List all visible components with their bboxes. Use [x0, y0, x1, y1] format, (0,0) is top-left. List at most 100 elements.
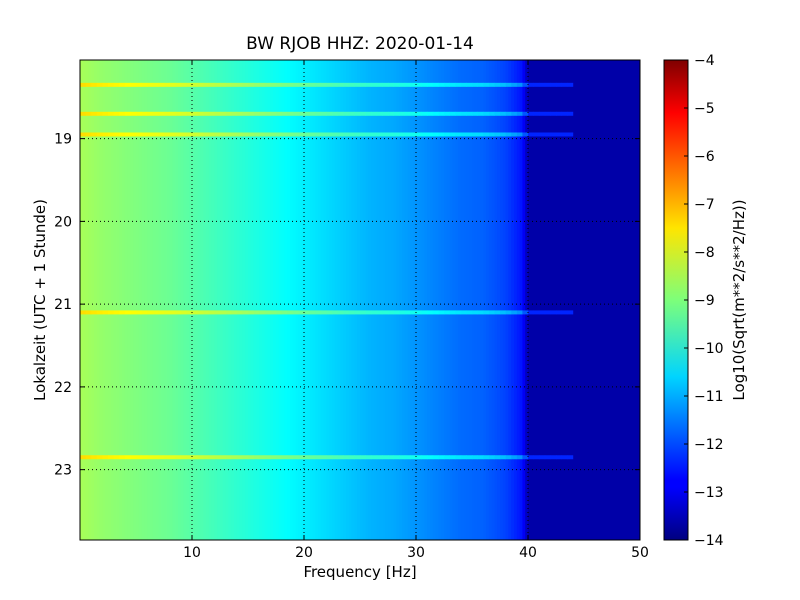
time-band-segment: [444, 82, 450, 87]
time-band-segment: [472, 82, 478, 87]
time-band-segment: [276, 132, 282, 137]
spectrogram-column: [228, 60, 232, 540]
spectrogram-column: [284, 60, 288, 540]
time-band-segment: [438, 132, 445, 137]
spectrogram-column: [376, 60, 380, 540]
spectrogram-column: [530, 60, 534, 540]
spectrogram-column: [102, 60, 106, 540]
time-band-segment: [236, 132, 243, 137]
time-band-segment: [393, 132, 400, 137]
spectrogram-column: [466, 60, 470, 540]
spectrogram-column: [276, 60, 280, 540]
time-band-segment: [186, 82, 193, 87]
time-band-segment: [225, 310, 232, 315]
time-band-segment: [91, 132, 98, 137]
spectrogram-column: [416, 60, 420, 540]
time-band-segment: [136, 111, 142, 116]
spectrogram-column: [189, 60, 193, 540]
time-band-segment: [410, 82, 417, 87]
time-band-segment: [136, 455, 142, 460]
time-band-segment: [371, 455, 378, 460]
time-band-segment: [326, 111, 333, 116]
time-band-segment: [253, 111, 260, 116]
spectrogram-column: [452, 60, 456, 540]
spectrogram-column: [508, 60, 512, 540]
spectrogram-column: [539, 60, 543, 540]
spectrogram-column: [161, 60, 165, 540]
spectrogram-column: [309, 60, 313, 540]
time-band-segment: [522, 132, 529, 137]
time-band-segment: [108, 82, 114, 87]
time-band-segment: [371, 82, 378, 87]
spectrogram-column: [438, 60, 442, 540]
time-band-segment: [147, 132, 154, 137]
time-band-segment: [360, 132, 366, 137]
time-band-segment: [152, 455, 159, 460]
time-band-segment: [528, 310, 534, 315]
time-band-segment: [477, 82, 484, 87]
spectrogram-column: [110, 60, 114, 540]
spectrogram-column: [231, 60, 235, 540]
time-band-segment: [421, 310, 428, 315]
time-band-segment: [169, 82, 176, 87]
time-band-segment: [253, 82, 260, 87]
spectrogram-column: [516, 60, 520, 540]
time-band-segment: [309, 111, 316, 116]
time-band-segment: [343, 111, 350, 116]
time-band-segment: [80, 82, 86, 87]
spectrogram-column: [491, 60, 495, 540]
time-band-segment: [511, 310, 518, 315]
spectrogram-column: [175, 60, 179, 540]
spectrogram-column: [172, 60, 176, 540]
spectrogram-column: [469, 60, 473, 540]
spectrogram-column: [323, 60, 327, 540]
time-band-segment: [421, 455, 428, 460]
spectrogram-column: [586, 60, 590, 540]
time-band-segment: [270, 82, 277, 87]
time-band-segment: [208, 310, 215, 315]
time-band-segment: [96, 111, 103, 116]
spectrogram-column: [488, 60, 492, 540]
time-band-segment: [511, 111, 518, 116]
time-band-segment: [393, 82, 400, 87]
time-band-segment: [460, 310, 467, 315]
spectrogram-column: [166, 60, 170, 540]
time-band-segment: [96, 310, 103, 315]
spectrogram-column: [410, 60, 414, 540]
spectrogram-column: [116, 60, 120, 540]
spectrogram-column: [295, 60, 299, 540]
time-band-segment: [208, 455, 215, 460]
time-band-segment: [152, 310, 159, 315]
spectrogram-column: [80, 60, 84, 540]
time-band-segment: [488, 132, 495, 137]
time-band-segment: [186, 132, 193, 137]
time-band-segment: [388, 111, 394, 116]
time-band-segment: [287, 111, 294, 116]
colorbar-tick-label: −5: [694, 101, 715, 117]
spectrogram-column: [203, 60, 207, 540]
spectrogram-column: [214, 60, 218, 540]
time-band-segment: [516, 310, 523, 315]
spectrogram-column: [547, 60, 551, 540]
time-band-segment: [550, 310, 557, 315]
colorbar-tick-label: −11: [694, 389, 724, 405]
spectrogram-column: [211, 60, 215, 540]
time-band-segment: [236, 111, 243, 116]
spectrogram-column: [382, 60, 386, 540]
spectrogram-column: [480, 60, 484, 540]
spectrogram-column: [360, 60, 364, 540]
time-band-segment: [466, 310, 473, 315]
time-band-segment: [113, 82, 120, 87]
time-band-segment: [505, 111, 512, 116]
spectrogram-column: [413, 60, 417, 540]
time-band-segment: [158, 132, 165, 137]
time-band-segment: [500, 82, 506, 87]
time-band-segment: [281, 455, 288, 460]
spectrogram-column: [399, 60, 403, 540]
time-band-segment: [388, 455, 394, 460]
time-band-segment: [287, 132, 294, 137]
time-band-segment: [488, 455, 495, 460]
spectrogram-column: [528, 60, 532, 540]
spectrogram-column: [85, 60, 89, 540]
time-band-segment: [264, 132, 271, 137]
